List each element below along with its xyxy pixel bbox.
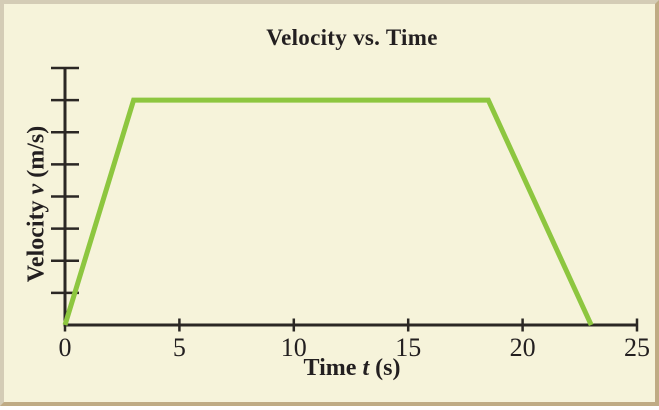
velocity-curve	[62, 97, 594, 327]
x-tick-label: 10	[281, 333, 307, 362]
x-axis-label: Time t (s)	[66, 355, 638, 382]
chart-title: Velocity vs. Time	[266, 25, 438, 50]
x-tick-label: 15	[395, 333, 421, 362]
y-axis-label-text: Velocity	[23, 194, 50, 283]
x-tick-label: 20	[510, 333, 536, 362]
x-tick-label: 5	[173, 333, 186, 362]
x-axis-symbol: t	[362, 355, 370, 381]
y-axis-label: Velocity v (m/s)	[24, 126, 51, 282]
x-tick-label: 25	[624, 333, 650, 362]
x-axis-label-text: Time	[303, 355, 363, 381]
y-axis-unit: (m/s)	[23, 125, 50, 184]
velocity-time-plot: 0 5 10 15 20 25	[51, 66, 650, 362]
x-axis-unit: (s)	[369, 355, 401, 381]
x-tick-label: 0	[59, 333, 72, 362]
y-axis-symbol: v	[23, 183, 50, 195]
